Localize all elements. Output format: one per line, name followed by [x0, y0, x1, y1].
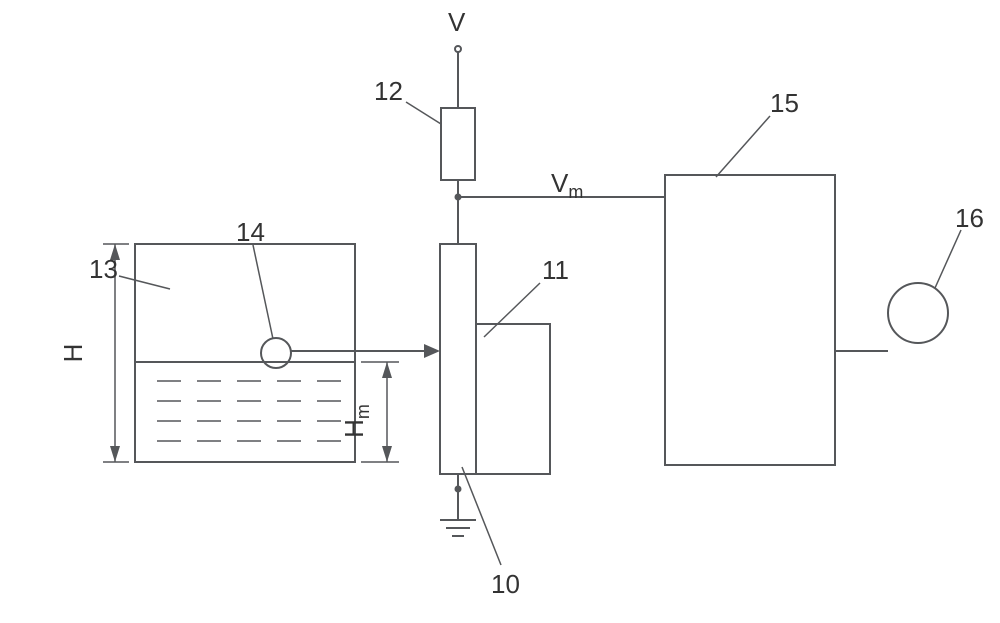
resistor: [441, 108, 475, 180]
float-to-wiper-link: [291, 344, 440, 358]
leader-10: [462, 467, 501, 565]
label-13: 13: [89, 254, 118, 284]
leader-14: [253, 245, 273, 339]
label-11: 11: [542, 255, 569, 285]
leader-13: [119, 276, 170, 289]
leader-16: [935, 230, 961, 288]
tank: [135, 244, 355, 462]
label-H: H: [58, 344, 88, 363]
schematic-diagram: V Vm H Hm 10 11 12 13 14 15 16: [0, 0, 1000, 623]
box-15: [665, 175, 835, 465]
label-14: 14: [236, 217, 265, 247]
indicator-16: [888, 283, 948, 343]
leader-15: [716, 116, 770, 177]
potentiometer-body: [476, 324, 550, 474]
water-fill-dashes: [157, 381, 341, 441]
terminal-v: [455, 46, 461, 52]
junction-ground-top: [455, 486, 462, 493]
float: [261, 338, 291, 368]
label-15: 15: [770, 88, 799, 118]
leader-11: [484, 283, 540, 337]
label-Vm: Vm: [551, 168, 583, 202]
label-10: 10: [491, 569, 520, 599]
leader-12: [406, 102, 441, 124]
label-Hm: Hm: [339, 404, 373, 438]
label-16: 16: [955, 203, 984, 233]
ground-icon: [440, 520, 476, 536]
label-12: 12: [374, 76, 403, 106]
label-V: V: [448, 7, 466, 37]
potentiometer-track: [440, 244, 476, 474]
